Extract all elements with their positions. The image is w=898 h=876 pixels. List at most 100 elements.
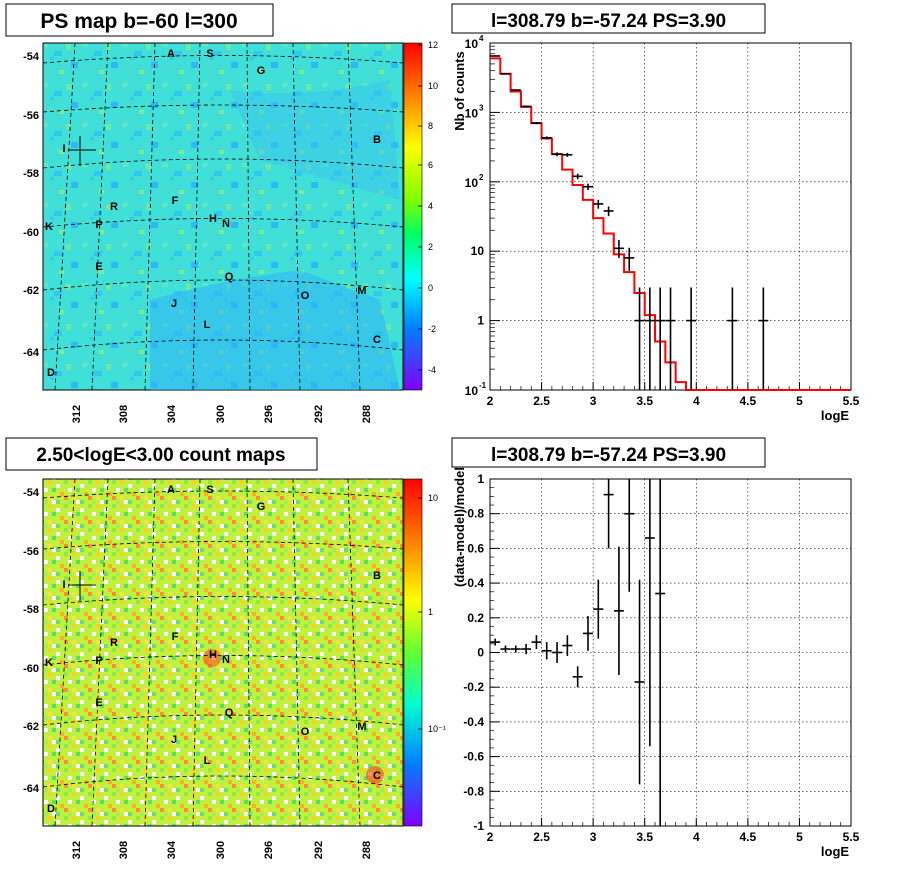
colorbar-tick-label: 12	[428, 40, 438, 50]
source-label: B	[373, 570, 381, 582]
x-tick-label: 2.5	[533, 394, 550, 408]
x-tick-label: 3.5	[636, 830, 653, 844]
source-label: D	[47, 803, 55, 815]
x-tick-label: 296	[263, 405, 275, 423]
hotspot	[366, 766, 384, 784]
colorbar-tick-label: -4	[428, 365, 436, 375]
source-label: O	[301, 290, 310, 302]
x-tick-label: 296	[263, 841, 275, 859]
colorbar	[403, 478, 423, 827]
x-tick-label: 300	[215, 405, 227, 423]
title-box	[5, 3, 274, 37]
x-tick-label: 308	[118, 405, 130, 423]
source-label: D	[47, 367, 55, 379]
x-tick-label: 300	[215, 841, 227, 859]
x-tick-label: 3	[590, 394, 597, 408]
y-tick-label: 10	[465, 176, 479, 190]
colorbar-ticks: 10 1 10⁻¹	[418, 493, 446, 734]
x-tick-label: 2	[487, 394, 494, 408]
x-axis-label: logE	[821, 844, 849, 859]
y-tick-label: -54	[23, 487, 40, 499]
y-tick-label: -60	[23, 663, 39, 675]
y-tick-exponent: 2	[479, 173, 484, 182]
source-label: C	[373, 334, 381, 346]
y-tick-label: -64	[23, 347, 40, 359]
x-tick-label: 4	[693, 394, 700, 408]
x-tick-label: 2	[487, 830, 494, 844]
source-label: Q	[225, 707, 234, 719]
source-label: B	[373, 134, 381, 146]
colorbar-tick-label: 1	[428, 607, 433, 617]
source-label: G	[257, 501, 266, 513]
source-label: P	[95, 655, 102, 667]
source-marker-cross	[68, 136, 96, 166]
y-tick-label: -0.6	[463, 750, 484, 764]
source-label: E	[95, 697, 102, 709]
y-tick-label: -1	[473, 819, 484, 833]
x-tick-label: 3.5	[636, 394, 653, 408]
y-tick-label: 0.4	[467, 576, 484, 590]
x-tick-label: 292	[313, 841, 325, 859]
source-label: Q	[225, 271, 234, 283]
source-label: M	[357, 721, 366, 733]
source-label: I	[62, 143, 65, 155]
y-tick-label: -0.2	[463, 680, 484, 694]
map-title: PS map b=-60 l=300	[40, 10, 237, 33]
x-tick-label: 5.5	[843, 394, 860, 408]
y-tick-label: -0.8	[463, 784, 484, 798]
source-label: F	[172, 195, 179, 207]
source-label: H	[209, 213, 217, 225]
y-tick-exponent: 4	[479, 34, 484, 43]
y-tick-exponent: -1	[479, 381, 487, 390]
colorbar	[403, 42, 423, 391]
x-tick-label: 5	[796, 830, 803, 844]
y-tick-label: 1	[477, 472, 484, 486]
coordinate-grid	[42, 42, 404, 391]
title-box	[5, 437, 318, 471]
source-label: R	[110, 637, 118, 649]
colorbar-tick-label: 0	[428, 283, 433, 293]
colorbar-tick-label: 10⁻¹	[428, 724, 446, 734]
colorbar-tick-label: 10	[428, 81, 438, 91]
chart-title-box	[451, 437, 766, 468]
x-tick-label: 4.5	[740, 394, 757, 408]
y-tick-label: 10	[471, 244, 485, 258]
y-tick-label: -56	[23, 546, 39, 558]
y-tick-label: -58	[23, 604, 39, 616]
y-tick-label: -56	[23, 110, 39, 122]
x-tick-label: 312	[71, 841, 83, 859]
source-label: I	[62, 579, 65, 591]
x-tick-label: 312	[71, 405, 83, 423]
source-marker-cross	[68, 571, 96, 601]
source-label: F	[172, 631, 179, 643]
hotspot	[203, 649, 221, 667]
y-tick-label: -54	[23, 51, 40, 63]
map-blue-region	[150, 270, 400, 390]
x-axis-ticks: 312 308 304 300 296 292 288	[71, 404, 373, 423]
source-label: S	[206, 484, 213, 496]
y-tick-label: 10	[465, 384, 479, 398]
colorbar-ticks: 12 10 8 6 4 2 0 -2 -4	[418, 40, 438, 375]
chart-title: l=308.79 b=-57.24 PS=3.90	[491, 445, 726, 466]
source-label: C	[373, 770, 381, 782]
y-tick-label: 10	[465, 106, 479, 120]
chart-title: l=308.79 b=-57.24 PS=3.90	[491, 11, 726, 32]
x-axis-label: logE	[821, 408, 849, 423]
y-axis-ticks: -54 -56 -58 -60 -62 -64	[23, 51, 40, 359]
x-tick-label: 288	[361, 841, 373, 859]
y-tick-label: 0.6	[467, 541, 484, 555]
x-tick-label: 4	[693, 830, 700, 844]
x-tick-label: 5	[796, 394, 803, 408]
chart-title-box	[451, 3, 766, 34]
y-tick-label: 1	[477, 314, 484, 328]
y-tick-exponent: 3	[479, 103, 484, 112]
source-label: N	[222, 218, 230, 230]
colorbar-tick-label: 2	[428, 242, 433, 252]
y-tick-label: -58	[23, 168, 39, 180]
map-area	[42, 478, 404, 827]
y-tick-label: -0.4	[463, 715, 484, 729]
source-label: E	[95, 261, 102, 273]
x-tick-label: 308	[118, 841, 130, 859]
colorbar-tick-label: 6	[428, 160, 433, 170]
x-tick-label: 304	[166, 404, 178, 423]
